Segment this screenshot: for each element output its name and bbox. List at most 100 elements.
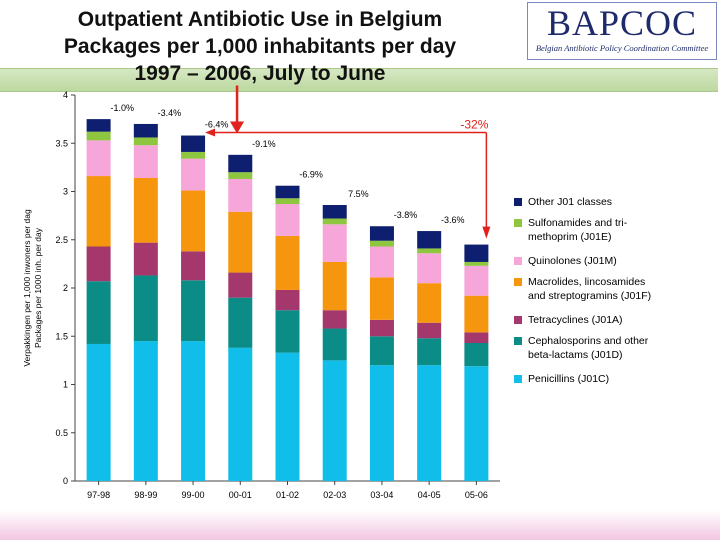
change-label: 7.5% xyxy=(348,189,369,199)
legend-label: Macrolides, lincosamides and streptogrami… xyxy=(528,275,708,303)
bar-segment xyxy=(369,319,394,337)
bar-segment xyxy=(322,205,347,219)
change-label: -6.9% xyxy=(299,170,323,180)
bar-segment xyxy=(86,119,111,132)
bar-segment xyxy=(322,218,347,225)
y-axis-label-line-2: Packages per 1000 inh. per day xyxy=(33,227,43,348)
legend-label: Tetracyclines (J01A) xyxy=(528,313,708,327)
bar-segment xyxy=(322,360,347,481)
bar-segment xyxy=(86,246,111,282)
bar-segment xyxy=(228,347,253,481)
legend-label: Cephalosporins and other beta-lactams (J0… xyxy=(528,334,708,362)
bar-segment xyxy=(86,140,111,177)
bar-segment xyxy=(133,341,158,481)
bar-segment xyxy=(228,154,253,173)
change-label: -1.0% xyxy=(110,103,134,113)
legend-label: Sulfonamides and tri-methoprim (J01E) xyxy=(528,216,708,244)
bar-segment xyxy=(181,341,206,481)
bar-segment xyxy=(464,295,489,333)
bar-segment xyxy=(275,185,300,199)
bar-segment xyxy=(322,261,347,311)
change-label: -6.4% xyxy=(205,120,229,130)
chart-title: Outpatient Antibiotic Use in Belgium Pac… xyxy=(0,6,520,87)
bar-segment xyxy=(464,261,489,266)
bar-segment xyxy=(464,244,489,262)
title-line-2: Packages per 1,000 inhabitants per day xyxy=(63,35,457,58)
legend-label-line-2: beta-lactams (J01D) xyxy=(528,349,623,361)
bar-segment xyxy=(181,158,206,191)
bar-segment xyxy=(133,137,158,146)
bar-segment xyxy=(369,277,394,320)
bar-segment xyxy=(181,151,206,159)
change-label: -3.8% xyxy=(394,210,418,220)
bar-segment xyxy=(181,280,206,342)
bar-segment xyxy=(464,366,489,481)
x-tick-label: 04-05 xyxy=(418,490,441,500)
legend-label-line-1: Macrolides, lincosamides xyxy=(528,276,646,288)
bar-segment xyxy=(275,352,300,481)
bar-segment xyxy=(181,190,206,252)
x-tick-label: 97-98 xyxy=(87,490,110,500)
bapcoc-logo: BAPCOC Belgian Antibiotic Policy Coordin… xyxy=(527,2,717,60)
bar-segment xyxy=(275,310,300,353)
bar-segment xyxy=(417,248,442,254)
legend-swatch xyxy=(514,316,522,324)
bar-segment xyxy=(369,365,394,481)
bar-segment xyxy=(133,123,158,138)
y-tick-label: 3.5 xyxy=(55,138,68,148)
bar-segment xyxy=(417,283,442,323)
bar-segment xyxy=(417,231,442,249)
x-tick-label: 00-01 xyxy=(229,490,252,500)
bar-segment xyxy=(228,178,253,212)
legend-swatch xyxy=(514,278,522,286)
legend-label-line-2: methoprim (J01E) xyxy=(528,231,612,243)
bottom-decoration xyxy=(0,510,720,540)
bar-segment xyxy=(228,172,253,179)
down-arrow-head xyxy=(230,121,245,134)
legend-swatch xyxy=(514,337,522,345)
bar-segment xyxy=(464,265,489,296)
bar-segment xyxy=(369,240,394,247)
bar-segment xyxy=(86,176,111,247)
bar-segment xyxy=(275,204,300,236)
x-tick-label: 02-03 xyxy=(323,490,346,500)
bar-segment xyxy=(228,272,253,298)
bar-segment xyxy=(369,336,394,366)
bar-segment xyxy=(275,235,300,290)
bar-segment xyxy=(369,246,394,278)
y-tick-label: 1 xyxy=(63,380,68,390)
y-tick-label: 0.5 xyxy=(55,428,68,438)
x-tick-label: 05-06 xyxy=(465,490,488,500)
y-axis-label-line-1: Verpakkingen per 1,000 inwoners per dag xyxy=(22,209,32,367)
bar-segment xyxy=(133,275,158,342)
x-tick-label: 98-99 xyxy=(134,490,157,500)
bar-segment xyxy=(228,297,253,348)
legend-label: Quinolones (J01M) xyxy=(528,254,708,268)
x-tick-label: 01-02 xyxy=(276,490,299,500)
bar-segment xyxy=(133,177,158,243)
change-label: -3.6% xyxy=(441,215,465,225)
y-tick-label: 2 xyxy=(63,283,68,293)
y-tick-label: 0 xyxy=(63,476,68,486)
bar-segment xyxy=(417,253,442,284)
bar-segment xyxy=(417,365,442,481)
legend-label-line-1: Cephalosporins and other xyxy=(528,335,649,347)
title-line-1: Outpatient Antibiotic Use in Belgium xyxy=(77,8,443,31)
logo-subtitle: Belgian Antibiotic Policy Coordination C… xyxy=(535,43,709,53)
bar-segment xyxy=(86,131,111,141)
left-arrow-head xyxy=(205,128,216,137)
bar-segment xyxy=(417,322,442,339)
y-tick-label: 3 xyxy=(63,187,68,197)
title-line-3: 1997 – 2006, July to June xyxy=(134,62,386,85)
bar-segment xyxy=(464,332,489,344)
total-change-label: -32% xyxy=(460,118,488,132)
bar-segment xyxy=(322,224,347,262)
legend-label: Other J01 classes xyxy=(528,195,708,209)
bar-segment xyxy=(275,198,300,205)
legend-swatch xyxy=(514,257,522,265)
bar-segment xyxy=(417,338,442,366)
change-label: -3.4% xyxy=(158,108,182,118)
drop-arrow-head xyxy=(482,226,491,239)
x-tick-label: 03-04 xyxy=(370,490,393,500)
legend-label-line-1: Tetracyclines (J01A) xyxy=(528,314,623,326)
